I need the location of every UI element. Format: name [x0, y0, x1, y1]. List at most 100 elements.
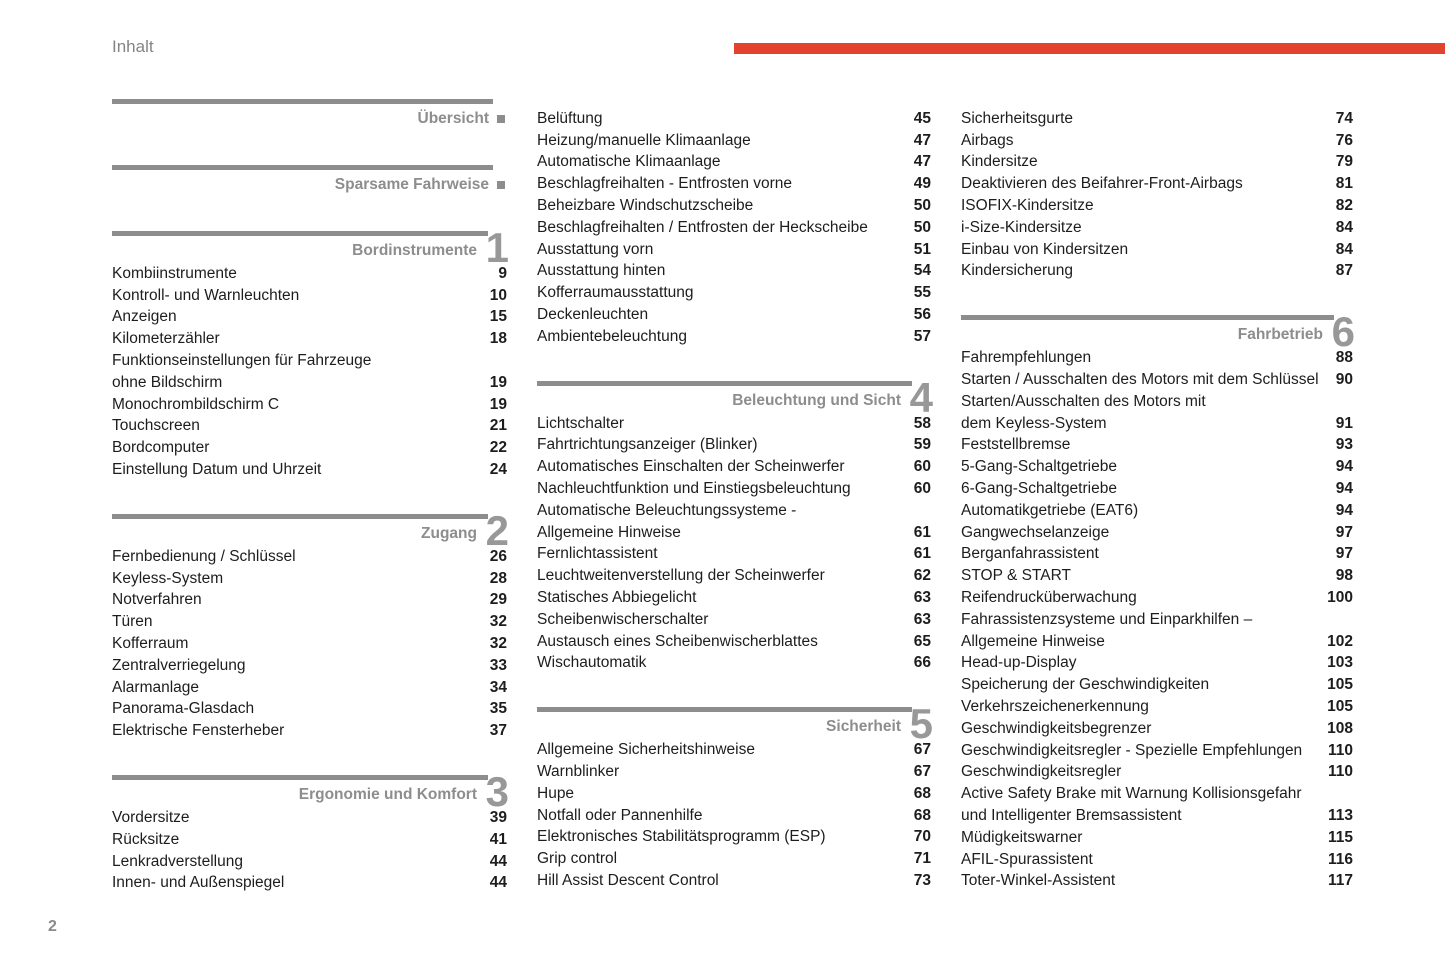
toc-entry-page: 32 [489, 635, 507, 653]
page-title: Inhalt [112, 37, 154, 56]
toc-entry: ISOFIX-Kindersitze 82 [961, 195, 1353, 217]
toc-entry: Fernlichtassistent 61 [537, 544, 931, 566]
section-square-marker [497, 181, 505, 189]
toc-entry: Toter-Winkel-Assistent 117 [961, 871, 1353, 893]
toc-entry-label: Automatikgetriebe (EAT6) [961, 501, 1139, 519]
toc-entry: Innen- und Außenspiegel 44 [112, 873, 507, 895]
toc-entry-label: Elektronisches Stabilitätsprogramm (ESP) [537, 828, 826, 846]
toc-entry-label: Einbau von Kindersitzen [961, 240, 1129, 258]
toc-entry-label: Deckenleuchten [537, 306, 649, 324]
toc-entry: Lenkradverstellung 44 [112, 851, 507, 873]
toc-entry-label: Lenkradverstellung [112, 852, 243, 870]
toc-entry: Gangwechselanzeige 97 [961, 522, 1353, 544]
section-header-ergonomie-und-komfort: 3 Ergonomie und Komfort [112, 771, 509, 813]
toc-entry-page: 105 [1327, 698, 1353, 716]
section-title: Sicherheit [826, 718, 901, 736]
toc-entry: Wischautomatik 66 [537, 653, 931, 675]
toc-entry-label: Rücksitze [112, 830, 180, 848]
section-title-row: Sicherheit [537, 712, 931, 739]
toc-entry-label: Automatische Klimaanlage [537, 153, 721, 171]
section-divider-bar [112, 165, 493, 170]
toc-entry: Automatische Beleuchtungssysteme - [537, 500, 931, 522]
toc-entry-page: 76 [1335, 131, 1353, 149]
toc-entry-label: i-Size-Kindersitze [961, 218, 1082, 236]
section-header-sicherheit: 5 Sicherheit [537, 700, 933, 748]
toc-entry: Nachleuchtfunktion und Einstiegsbeleucht… [537, 478, 931, 500]
toc-entry-page: 56 [913, 306, 931, 324]
toc-entry: Head-up-Display 103 [961, 653, 1353, 675]
toc-entry: Türen 32 [112, 611, 507, 633]
section-header-zugang: 2 Zugang [112, 509, 509, 551]
toc-entry-label: Notfall oder Pannenhilfe [537, 806, 703, 824]
toc-entry-label: Gangwechselanzeige [961, 523, 1110, 541]
toc-entry-label: Touchscreen [112, 417, 200, 435]
toc-entry-page: 97 [1335, 545, 1353, 563]
toc-entry: Starten / Ausschalten des Motors mit dem… [961, 369, 1353, 391]
toc-entry: Verkehrszeichenerkennung 105 [961, 696, 1353, 718]
red-accent-bar [734, 43, 1445, 54]
toc-entry-label: Kindersicherung [961, 262, 1074, 280]
toc-entry-label: Warnblinker [537, 763, 620, 781]
toc-entry: Geschwindigkeitsbegrenzer 108 [961, 718, 1353, 740]
toc-entry-label: Einstellung Datum und Uhrzeit [112, 461, 322, 479]
toc-entry-page: 87 [1335, 262, 1353, 280]
toc-entry-label: AFIL-Spurassistent [961, 850, 1093, 868]
toc-entry: Zentralverriegelung 33 [112, 655, 507, 677]
toc-entry-label: Kofferraumausstattung [537, 284, 694, 302]
toc-entry-page: 66 [913, 654, 931, 672]
toc-entry: Warnblinker 67 [537, 761, 931, 783]
section-title-row: Sparsame Fahrweise [112, 170, 507, 197]
toc-entry-page: 74 [1335, 109, 1353, 127]
toc-entry: und Intelligenter Bremsassistent 113 [961, 805, 1353, 827]
toc-entry-page: 44 [489, 874, 507, 892]
toc-entry-label: Elektrische Fensterheber [112, 722, 285, 740]
toc-entry: Keyless-System 28 [112, 568, 507, 590]
toc-entry: Einbau von Kindersitzen 84 [961, 239, 1353, 261]
toc-entry-label: Sicherheitsgurte [961, 109, 1074, 127]
toc-entry: Kindersicherung 87 [961, 261, 1353, 283]
toc-entry: Touchscreen 21 [112, 416, 507, 438]
toc-entry-label: Allgemeine Hinweise [961, 632, 1105, 650]
toc-entry: Beheizbare Windschutzscheibe 50 [537, 195, 931, 217]
section-header-bordinstrumente: 1 Bordinstrumente [112, 227, 509, 269]
section-title: Fahrbetrieb [1237, 326, 1323, 344]
section-divider-bar [112, 513, 488, 519]
toc-entry: Ausstattung hinten 54 [537, 261, 931, 283]
toc-entry-label: Beheizbare Windschutzscheibe [537, 197, 754, 215]
toc-entry-page: 67 [913, 741, 931, 759]
toc-entry-page: 110 [1327, 741, 1353, 759]
section-divider-bar [961, 315, 1334, 321]
toc-entry-label: Hupe [537, 784, 575, 802]
toc-entry-page: 100 [1327, 589, 1353, 607]
section-header-sparsame-fahrweise: Sparsame Fahrweise [112, 165, 507, 197]
toc-entry-label: Kombiinstrumente [112, 264, 237, 282]
toc-entry-page: 105 [1327, 676, 1353, 694]
toc-entry: Müdigkeitswarner 115 [961, 827, 1353, 849]
toc-entry-page: 79 [1335, 153, 1353, 171]
section-title: Übersicht [417, 110, 490, 127]
toc-entry-page: 58 [913, 414, 931, 432]
section-number: 5 [909, 700, 933, 748]
toc-entry-page: 21 [489, 417, 507, 435]
toc-entry-page: 98 [1335, 567, 1353, 585]
toc-entry: Kilometerzähler 18 [112, 328, 507, 350]
toc-entry-page: 113 [1327, 807, 1353, 824]
toc-entry: Geschwindigkeitsregler 110 [961, 762, 1353, 784]
toc-entry: Deckenleuchten 56 [537, 304, 931, 326]
section-title-row: Beleuchtung und Sicht [537, 386, 931, 413]
toc-entry-page: 26 [489, 547, 507, 565]
toc-entry: Bordcomputer 22 [112, 437, 507, 459]
toc-entry-label: Hill Assist Descent Control [537, 872, 719, 889]
toc-entry: Einstellung Datum und Uhrzeit 24 [112, 459, 507, 481]
toc-entry: Alarmanlage 34 [112, 677, 507, 699]
toc-entry-page: 94 [1335, 458, 1353, 476]
toc-entry-page: 41 [489, 830, 507, 848]
toc-entry-label: Geschwindigkeitsbegrenzer [961, 719, 1152, 737]
toc-entry-page: 81 [1335, 175, 1353, 193]
toc-entry-page: 63 [913, 610, 931, 628]
toc-entry: ohne Bildschirm 19 [112, 372, 507, 394]
toc-entry-page: 115 [1327, 828, 1353, 846]
toc-entry-page: 24 [489, 461, 507, 479]
toc-entry-label: Türen [112, 613, 153, 631]
toc-entry: Lichtschalter 58 [537, 413, 931, 435]
